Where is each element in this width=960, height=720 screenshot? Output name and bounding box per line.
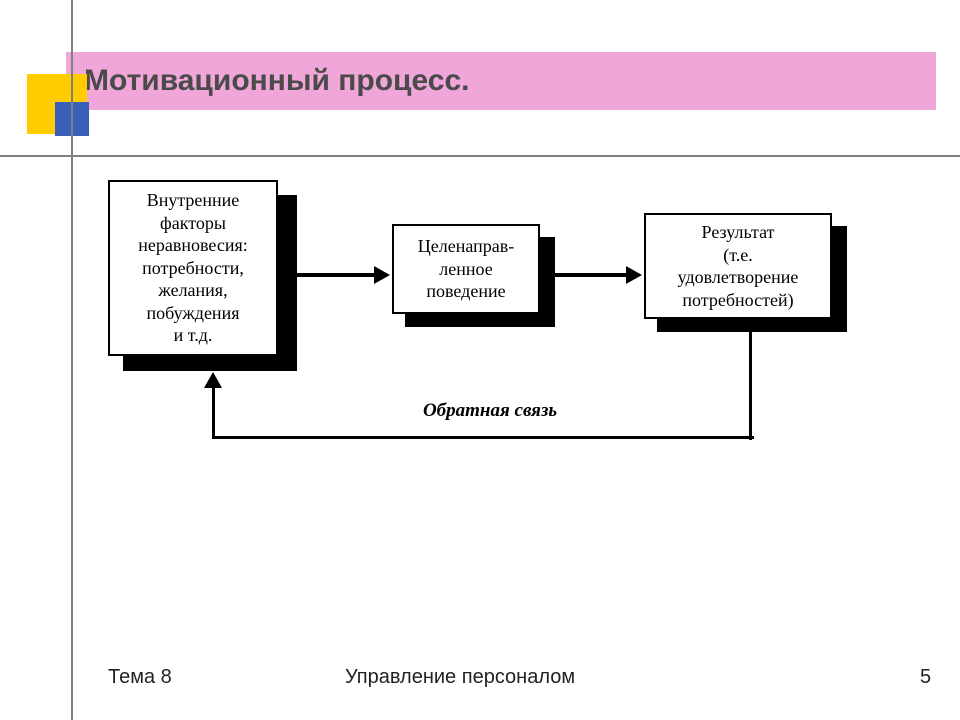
flow-node-3: Результат(т.е.удовлетворениепотребностей… bbox=[644, 213, 847, 332]
feedback-up-line bbox=[212, 388, 215, 439]
footer-right: 5 bbox=[920, 666, 931, 689]
feedback-horiz-line bbox=[212, 436, 754, 439]
flow-node-3-box: Результат(т.е.удовлетворениепотребностей… bbox=[644, 213, 832, 319]
decor-vertical-line bbox=[71, 0, 73, 720]
flow-node-1-box: Внутренниефакторынеравновесия:потребност… bbox=[108, 180, 278, 356]
title-bar: Мотивационный процесс. bbox=[66, 52, 936, 110]
decor-horizontal-line bbox=[0, 155, 960, 157]
arrow-1-2-head bbox=[374, 266, 390, 284]
flow-node-3-text: Результат(т.е.удовлетворениепотребностей… bbox=[678, 221, 799, 311]
page-title: Мотивационный процесс. bbox=[84, 64, 470, 98]
arrow-2-3-head bbox=[626, 266, 642, 284]
flow-node-2-text: Целенаправ-ленноеповедение bbox=[418, 235, 514, 303]
feedback-arrow-head bbox=[204, 372, 222, 388]
footer-center: Управление персоналом bbox=[345, 666, 575, 689]
flow-node-1-text: Внутренниефакторынеравновесия:потребност… bbox=[138, 189, 247, 347]
feedback-label: Обратная связь bbox=[390, 400, 590, 422]
footer-left: Тема 8 bbox=[108, 666, 172, 689]
arrow-1-2-line bbox=[293, 273, 376, 277]
flow-node-1: Внутренниефакторынеравновесия:потребност… bbox=[108, 180, 297, 371]
arrow-2-3-line bbox=[553, 273, 628, 277]
flow-node-2: Целенаправ-ленноеповедение bbox=[392, 224, 555, 327]
flow-node-2-box: Целенаправ-ленноеповедение bbox=[392, 224, 540, 314]
feedback-down-line bbox=[749, 332, 752, 440]
